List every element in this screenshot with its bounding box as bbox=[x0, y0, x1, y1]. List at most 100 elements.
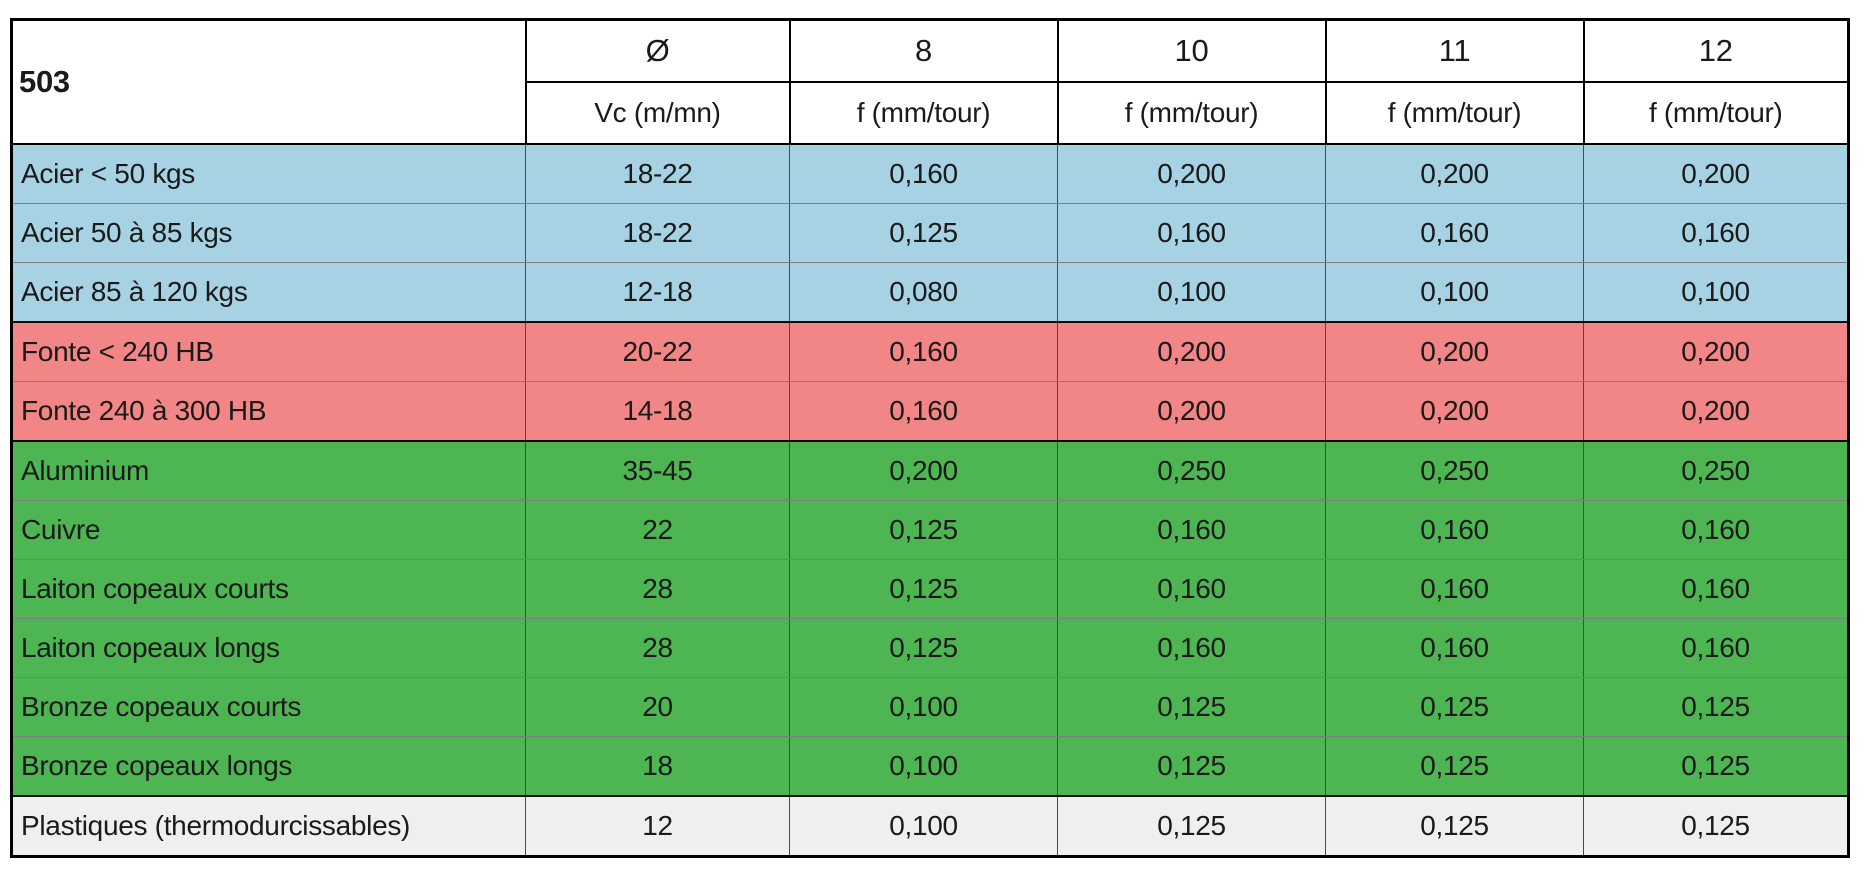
vc-value-cell: 18 bbox=[525, 736, 790, 797]
feed-value-cell: 0,200 bbox=[1325, 321, 1584, 382]
vc-value-cell: 28 bbox=[525, 559, 790, 619]
feed-value-cell: 0,125 bbox=[1583, 795, 1849, 858]
table-code-cell: 503 bbox=[10, 18, 527, 145]
feed-unit-header: f (mm/tour) bbox=[788, 81, 1059, 145]
feed-value-cell: 0,125 bbox=[1325, 795, 1584, 858]
vc-value-cell: 35-45 bbox=[525, 440, 790, 501]
table-row: Fonte < 240 HB 20-22 0,160 0,200 0,200 0,200 bbox=[11, 321, 1849, 382]
feed-value-cell: 0,160 bbox=[789, 381, 1058, 442]
unit-header-row: Vc (m/mn) f (mm/tour) f (mm/tour) f (mm/… bbox=[12, 81, 1850, 145]
material-cell: Fonte < 240 HB bbox=[11, 321, 526, 382]
vc-unit-header: Vc (m/mn) bbox=[524, 81, 791, 145]
feed-value-cell: 0,160 bbox=[1583, 618, 1849, 678]
table-body: Acier < 50 kgs 18-22 0,160 0,200 0,200 0,200 A… bbox=[11, 143, 1849, 858]
feed-value-cell: 0,125 bbox=[1057, 736, 1326, 797]
feed-value-cell: 0,160 bbox=[1057, 500, 1326, 560]
material-cell: Bronze copeaux courts bbox=[11, 677, 526, 737]
diameter-12-header: 12 bbox=[1582, 18, 1850, 83]
material-cell: Aluminium bbox=[11, 440, 526, 501]
table-row: Acier < 50 kgs 18-22 0,160 0,200 0,200 0,200 bbox=[11, 143, 1849, 204]
feed-unit-header: f (mm/tour) bbox=[1582, 81, 1850, 145]
table-row: Acier 50 à 85 kgs 18-22 0,125 0,160 0,160 0,1… bbox=[11, 203, 1849, 263]
feed-value-cell: 0,160 bbox=[1325, 559, 1584, 619]
table-row: Aluminium 35-45 0,200 0,250 0,250 0,250 bbox=[11, 440, 1849, 501]
diameter-10-header: 10 bbox=[1056, 18, 1327, 83]
feed-value-cell: 0,160 bbox=[1325, 203, 1584, 263]
feed-value-cell: 0,200 bbox=[1583, 381, 1849, 442]
vc-value-cell: 12 bbox=[525, 795, 790, 858]
feed-value-cell: 0,125 bbox=[1057, 795, 1326, 858]
material-cell: Fonte 240 à 300 HB bbox=[11, 381, 526, 442]
vc-value-cell: 28 bbox=[525, 618, 790, 678]
material-cell: Plastiques (thermodurcissables) bbox=[11, 795, 526, 858]
feed-value-cell: 0,200 bbox=[1583, 321, 1849, 382]
vc-value-cell: 18-22 bbox=[525, 143, 790, 204]
feed-value-cell: 0,160 bbox=[1583, 500, 1849, 560]
feed-value-cell: 0,125 bbox=[1583, 736, 1849, 797]
feed-value-cell: 0,125 bbox=[1325, 736, 1584, 797]
feed-value-cell: 0,250 bbox=[1583, 440, 1849, 501]
feed-value-cell: 0,125 bbox=[1057, 677, 1326, 737]
feed-value-cell: 0,100 bbox=[789, 736, 1058, 797]
feed-value-cell: 0,200 bbox=[1057, 321, 1326, 382]
vc-value-cell: 20-22 bbox=[525, 321, 790, 382]
table-row: Bronze copeaux courts 20 0,100 0,125 0,125 0,… bbox=[11, 677, 1849, 737]
feed-unit-header: f (mm/tour) bbox=[1056, 81, 1327, 145]
vc-value-cell: 14-18 bbox=[525, 381, 790, 442]
feed-value-cell: 0,100 bbox=[789, 795, 1058, 858]
vc-value-cell: 12-18 bbox=[525, 262, 790, 323]
feed-value-cell: 0,125 bbox=[1325, 677, 1584, 737]
feed-value-cell: 0,160 bbox=[1583, 559, 1849, 619]
table-row: Laiton copeaux longs 28 0,125 0,160 0,160 0,1… bbox=[11, 618, 1849, 678]
feed-value-cell: 0,125 bbox=[789, 559, 1058, 619]
vc-value-cell: 18-22 bbox=[525, 203, 790, 263]
feed-value-cell: 0,100 bbox=[1583, 262, 1849, 323]
cutting-data-table: 503 Ø 8 10 11 12 Vc (m/mn) f (mm/tour) f… bbox=[10, 18, 1850, 858]
diameter-header-row: 503 Ø 8 10 11 12 bbox=[10, 18, 1850, 145]
table-row: Plastiques (thermodurcissables) 12 0,100 0,… bbox=[11, 795, 1849, 858]
table-header: 503 Ø 8 10 11 12 Vc (m/mn) f (mm/tour) f… bbox=[10, 18, 1850, 145]
feed-value-cell: 0,250 bbox=[1325, 440, 1584, 501]
feed-value-cell: 0,125 bbox=[1583, 677, 1849, 737]
feed-value-cell: 0,100 bbox=[1057, 262, 1326, 323]
diameter-symbol-header: Ø bbox=[524, 18, 791, 83]
feed-value-cell: 0,200 bbox=[1057, 381, 1326, 442]
feed-value-cell: 0,100 bbox=[789, 677, 1058, 737]
table-row: Acier 85 à 120 kgs 12-18 0,080 0,100 0,100 0,… bbox=[11, 262, 1849, 323]
feed-unit-header: f (mm/tour) bbox=[1324, 81, 1585, 145]
feed-value-cell: 0,160 bbox=[1057, 618, 1326, 678]
table-row: Cuivre 22 0,125 0,160 0,160 0,160 bbox=[11, 500, 1849, 560]
material-cell: Acier < 50 kgs bbox=[11, 143, 526, 204]
feed-value-cell: 0,160 bbox=[789, 321, 1058, 382]
feed-value-cell: 0,160 bbox=[1583, 203, 1849, 263]
feed-value-cell: 0,200 bbox=[1583, 143, 1849, 204]
table-row: Laiton copeaux courts 28 0,125 0,160 0,160 0,… bbox=[11, 559, 1849, 619]
material-cell: Bronze copeaux longs bbox=[11, 736, 526, 797]
feed-value-cell: 0,160 bbox=[789, 143, 1058, 204]
vc-value-cell: 20 bbox=[525, 677, 790, 737]
feed-value-cell: 0,080 bbox=[789, 262, 1058, 323]
feed-value-cell: 0,200 bbox=[1325, 143, 1584, 204]
feed-value-cell: 0,160 bbox=[1057, 559, 1326, 619]
feed-value-cell: 0,160 bbox=[1325, 500, 1584, 560]
feed-value-cell: 0,125 bbox=[789, 203, 1058, 263]
material-cell: Acier 50 à 85 kgs bbox=[11, 203, 526, 263]
diameter-8-header: 8 bbox=[788, 18, 1059, 83]
feed-value-cell: 0,200 bbox=[1325, 381, 1584, 442]
feed-value-cell: 0,160 bbox=[1325, 618, 1584, 678]
material-cell: Laiton copeaux longs bbox=[11, 618, 526, 678]
feed-value-cell: 0,125 bbox=[789, 500, 1058, 560]
material-cell: Acier 85 à 120 kgs bbox=[11, 262, 526, 323]
material-cell: Cuivre bbox=[11, 500, 526, 560]
table-row: Fonte 240 à 300 HB 14-18 0,160 0,200 0,200 0,… bbox=[11, 381, 1849, 442]
feed-value-cell: 0,200 bbox=[789, 440, 1058, 501]
feed-value-cell: 0,160 bbox=[1057, 203, 1326, 263]
vc-value-cell: 22 bbox=[525, 500, 790, 560]
table-row: Bronze copeaux longs 18 0,100 0,125 0,125 0,1… bbox=[11, 736, 1849, 797]
feed-value-cell: 0,200 bbox=[1057, 143, 1326, 204]
feed-value-cell: 0,250 bbox=[1057, 440, 1326, 501]
feed-value-cell: 0,100 bbox=[1325, 262, 1584, 323]
diameter-11-header: 11 bbox=[1324, 18, 1585, 83]
feed-value-cell: 0,125 bbox=[789, 618, 1058, 678]
material-cell: Laiton copeaux courts bbox=[11, 559, 526, 619]
